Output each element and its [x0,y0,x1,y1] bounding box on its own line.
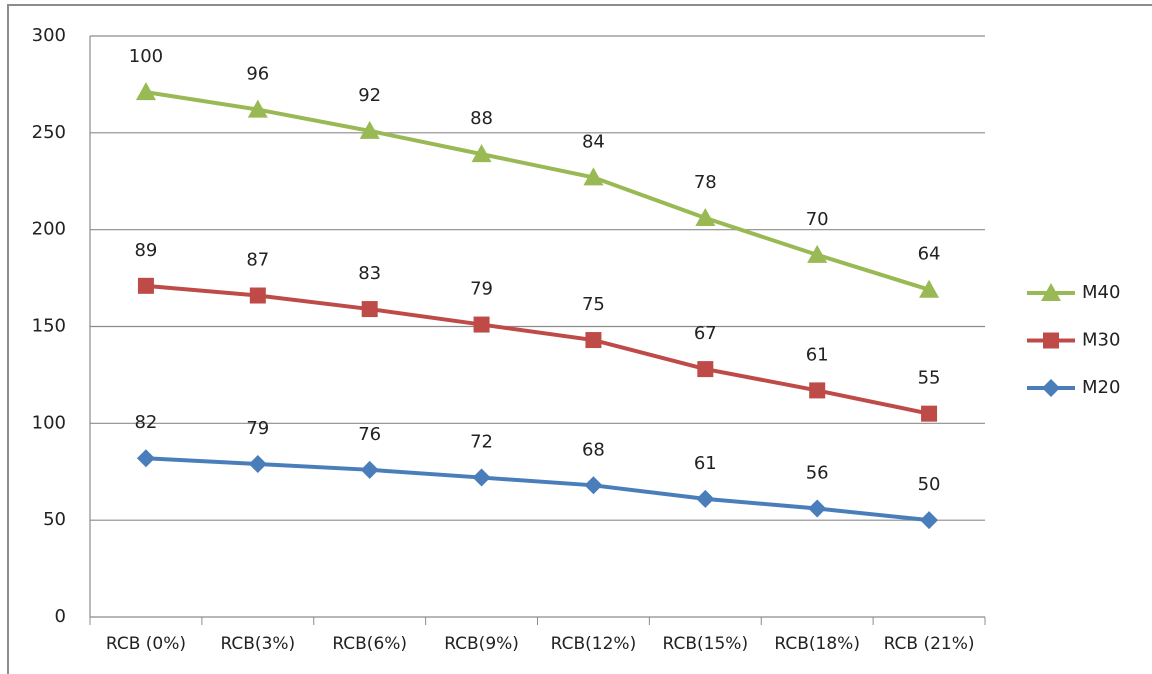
point [472,468,491,487]
point [361,301,378,318]
point [807,244,828,263]
data-label: 100 [129,46,163,67]
y-tick-label: 250 [32,122,66,143]
data-label: 79 [470,279,493,300]
point [696,489,715,508]
point [585,332,602,349]
legend-label: M20 [1082,377,1120,398]
data-label: 68 [582,439,605,460]
point [136,449,155,468]
data-label: 70 [806,209,829,230]
data-label: 50 [918,474,941,495]
point [247,99,268,118]
point [695,208,716,227]
line [145,283,930,416]
y-tick-label: 150 [32,316,66,337]
x-tick-label: RCB(6%) [332,634,407,654]
point [809,382,826,399]
y-tick-label: 100 [32,412,66,433]
point [248,455,267,474]
x-tick-label: RCB(15%) [663,634,749,654]
point [137,277,154,294]
y-tick-label: 300 [32,25,66,46]
data-label: 82 [134,412,157,433]
x-tick-label: RCB(9%) [444,634,519,654]
point [471,144,492,163]
point [584,476,603,495]
legend-marker [1041,283,1061,301]
data-label: 92 [358,85,381,106]
data-label: 56 [806,463,829,484]
chart-border [7,4,1152,674]
point [920,511,939,530]
point [808,499,827,518]
line [145,456,930,523]
data-label: 84 [582,131,605,152]
point [583,167,604,186]
data-label: 61 [806,344,829,365]
point [919,279,940,298]
data-label: 55 [918,368,941,389]
x-tick-label: RCB (0%) [106,634,186,654]
data-label: 75 [582,294,605,315]
point [360,460,379,479]
data-label: 72 [470,432,493,453]
data-label: 61 [694,453,717,474]
y-tick-label: 0 [55,606,66,627]
x-tick-label: RCB(12%) [551,634,637,654]
point [359,120,380,139]
x-tick-label: RCB (21%) [884,634,975,654]
x-tick-label: RCB(3%) [220,634,295,654]
data-label: 64 [918,244,941,265]
y-tick-label: 50 [43,509,66,530]
point [921,405,938,422]
legend-marker [1043,332,1059,349]
x-tick-label: RCB(18%) [774,634,860,654]
point [697,361,714,378]
data-label: 76 [358,424,381,445]
data-label: 78 [694,172,717,193]
legend-label: M30 [1082,330,1120,351]
legend-label: M40 [1082,282,1120,303]
data-label: 87 [246,250,269,271]
data-label: 96 [246,64,269,85]
data-label: 88 [470,108,493,129]
point [135,82,156,101]
point [249,287,266,304]
point [473,316,490,333]
data-label: 79 [246,418,269,439]
line [145,90,930,292]
y-tick-label: 200 [32,219,66,240]
legend-marker [1042,379,1060,397]
data-label: 83 [358,263,381,284]
data-label: 67 [694,323,717,344]
data-label: 89 [134,240,157,261]
